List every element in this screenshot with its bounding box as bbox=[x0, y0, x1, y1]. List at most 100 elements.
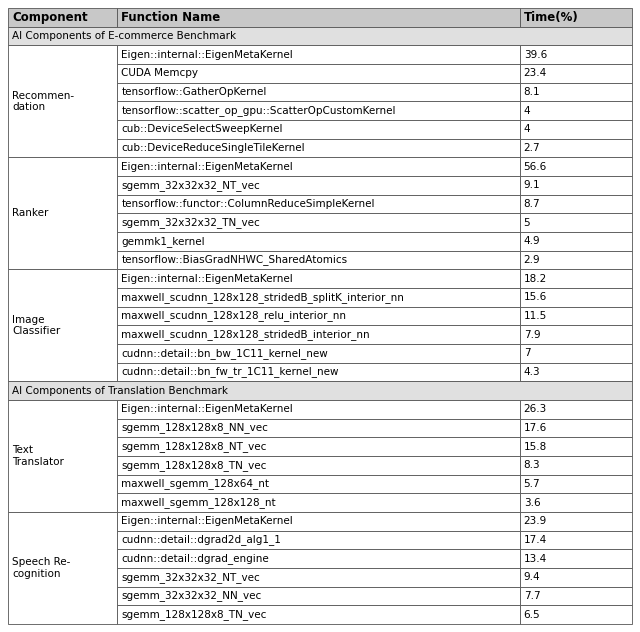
Bar bbox=[520, 494, 632, 512]
Text: 23.4: 23.4 bbox=[524, 68, 547, 78]
Bar bbox=[117, 64, 520, 83]
Bar bbox=[520, 269, 632, 288]
Bar bbox=[117, 232, 520, 251]
Bar bbox=[117, 363, 520, 381]
Text: 2.7: 2.7 bbox=[524, 143, 540, 153]
Text: 11.5: 11.5 bbox=[524, 311, 547, 321]
Text: 8.7: 8.7 bbox=[524, 199, 540, 209]
Text: cudnn::detail::bn_fw_tr_1C11_kernel_new: cudnn::detail::bn_fw_tr_1C11_kernel_new bbox=[121, 367, 339, 377]
Bar bbox=[520, 586, 632, 605]
Bar bbox=[520, 8, 632, 27]
Bar bbox=[520, 512, 632, 531]
Bar bbox=[520, 46, 632, 64]
Text: sgemm_128x128x8_TN_vec: sgemm_128x128x8_TN_vec bbox=[121, 609, 267, 620]
Bar bbox=[520, 138, 632, 157]
Text: sgemm_32x32x32_NT_vec: sgemm_32x32x32_NT_vec bbox=[121, 180, 260, 191]
Bar bbox=[117, 586, 520, 605]
Text: Component: Component bbox=[12, 11, 88, 24]
Text: 4: 4 bbox=[524, 125, 531, 135]
Bar bbox=[8, 27, 632, 46]
Text: sgemm_32x32x32_NN_vec: sgemm_32x32x32_NN_vec bbox=[121, 590, 262, 602]
Bar bbox=[520, 288, 632, 307]
Bar bbox=[117, 101, 520, 120]
Text: sgemm_128x128x8_TN_vec: sgemm_128x128x8_TN_vec bbox=[121, 460, 267, 471]
Bar bbox=[520, 64, 632, 83]
Text: maxwell_sgemm_128x64_nt: maxwell_sgemm_128x64_nt bbox=[121, 478, 269, 489]
Text: 8.3: 8.3 bbox=[524, 460, 540, 470]
Bar bbox=[117, 475, 520, 494]
Bar bbox=[117, 307, 520, 325]
Text: tensorflow::functor::ColumnReduceSimpleKernel: tensorflow::functor::ColumnReduceSimpleK… bbox=[121, 199, 374, 209]
Text: 4.3: 4.3 bbox=[524, 367, 540, 377]
Bar bbox=[117, 494, 520, 512]
Bar bbox=[520, 101, 632, 120]
Text: sgemm_32x32x32_TN_vec: sgemm_32x32x32_TN_vec bbox=[121, 217, 260, 228]
Bar bbox=[520, 232, 632, 251]
Bar bbox=[520, 157, 632, 176]
Bar bbox=[520, 418, 632, 437]
Text: Image
Classifier: Image Classifier bbox=[12, 315, 60, 336]
Bar bbox=[520, 251, 632, 269]
Bar bbox=[117, 325, 520, 344]
Bar bbox=[520, 83, 632, 101]
Text: Eigen::internal::EigenMetaKernel: Eigen::internal::EigenMetaKernel bbox=[121, 162, 293, 172]
Text: 4.9: 4.9 bbox=[524, 236, 540, 246]
Bar bbox=[520, 456, 632, 475]
Bar bbox=[117, 195, 520, 214]
Text: Text
Translator: Text Translator bbox=[12, 445, 64, 467]
Bar bbox=[117, 8, 520, 27]
Text: 26.3: 26.3 bbox=[524, 404, 547, 415]
Text: sgemm_128x128x8_NN_vec: sgemm_128x128x8_NN_vec bbox=[121, 423, 268, 434]
Text: 8.1: 8.1 bbox=[524, 87, 540, 97]
Bar bbox=[117, 512, 520, 531]
Bar bbox=[117, 138, 520, 157]
Bar bbox=[8, 8, 117, 27]
Text: 9.4: 9.4 bbox=[524, 573, 540, 582]
Text: 23.9: 23.9 bbox=[524, 516, 547, 526]
Bar bbox=[117, 214, 520, 232]
Text: maxwell_sgemm_128x128_nt: maxwell_sgemm_128x128_nt bbox=[121, 497, 276, 508]
Text: maxwell_scudnn_128x128_stridedB_interior_nn: maxwell_scudnn_128x128_stridedB_interior… bbox=[121, 329, 370, 340]
Text: Eigen::internal::EigenMetaKernel: Eigen::internal::EigenMetaKernel bbox=[121, 404, 293, 415]
Bar bbox=[117, 344, 520, 363]
Text: AI Components of E-commerce Benchmark: AI Components of E-commerce Benchmark bbox=[12, 31, 236, 41]
Text: 3.6: 3.6 bbox=[524, 497, 540, 507]
Bar bbox=[520, 214, 632, 232]
Bar bbox=[117, 157, 520, 176]
Text: cub::DeviceReduceSingleTileKernel: cub::DeviceReduceSingleTileKernel bbox=[121, 143, 305, 153]
Bar bbox=[520, 400, 632, 418]
Text: 5: 5 bbox=[524, 217, 531, 228]
Text: cub::DeviceSelectSweepKernel: cub::DeviceSelectSweepKernel bbox=[121, 125, 283, 135]
Text: maxwell_scudnn_128x128_stridedB_splitK_interior_nn: maxwell_scudnn_128x128_stridedB_splitK_i… bbox=[121, 292, 404, 303]
Text: tensorflow::GatherOpKernel: tensorflow::GatherOpKernel bbox=[121, 87, 267, 97]
Bar bbox=[8, 46, 117, 157]
Bar bbox=[520, 120, 632, 138]
Text: Function Name: Function Name bbox=[121, 11, 220, 24]
Text: 9.1: 9.1 bbox=[524, 180, 540, 190]
Text: Time(%): Time(%) bbox=[524, 11, 579, 24]
Bar bbox=[520, 307, 632, 325]
Text: gemmk1_kernel: gemmk1_kernel bbox=[121, 236, 205, 246]
Bar bbox=[117, 549, 520, 568]
Text: 7: 7 bbox=[524, 348, 531, 358]
Text: maxwell_scudnn_128x128_relu_interior_nn: maxwell_scudnn_128x128_relu_interior_nn bbox=[121, 310, 346, 322]
Text: CUDA Memcpy: CUDA Memcpy bbox=[121, 68, 198, 78]
Text: 39.6: 39.6 bbox=[524, 50, 547, 59]
Text: Speech Re-
cognition: Speech Re- cognition bbox=[12, 557, 70, 579]
Bar bbox=[520, 475, 632, 494]
Text: 6.5: 6.5 bbox=[524, 610, 540, 619]
Bar bbox=[117, 288, 520, 307]
Bar bbox=[520, 437, 632, 456]
Text: 17.6: 17.6 bbox=[524, 423, 547, 433]
Text: AI Components of Translation Benchmark: AI Components of Translation Benchmark bbox=[12, 386, 228, 396]
Text: tensorflow::BiasGradNHWC_SharedAtomics: tensorflow::BiasGradNHWC_SharedAtomics bbox=[121, 255, 348, 265]
Bar bbox=[520, 344, 632, 363]
Bar bbox=[117, 418, 520, 437]
Bar bbox=[8, 381, 632, 400]
Text: Eigen::internal::EigenMetaKernel: Eigen::internal::EigenMetaKernel bbox=[121, 274, 293, 284]
Bar bbox=[520, 176, 632, 195]
Bar bbox=[117, 605, 520, 624]
Bar bbox=[8, 269, 117, 381]
Bar bbox=[117, 176, 520, 195]
Text: 15.8: 15.8 bbox=[524, 442, 547, 452]
